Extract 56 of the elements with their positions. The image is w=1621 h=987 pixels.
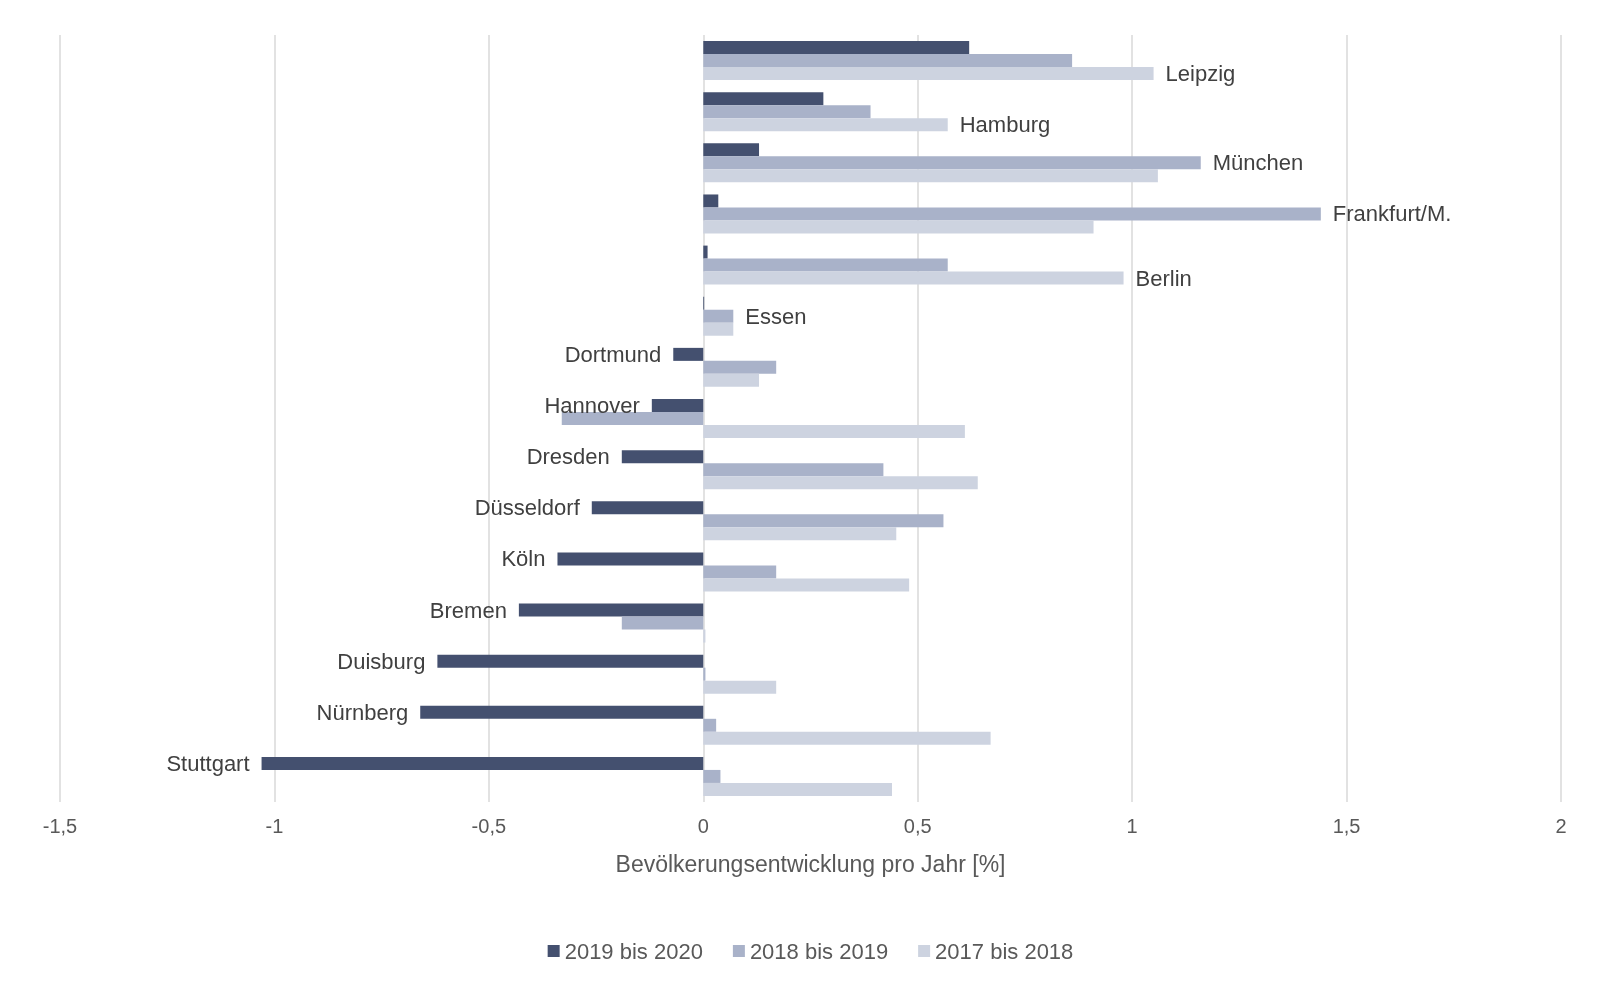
bar bbox=[621, 450, 704, 464]
bar bbox=[703, 769, 721, 783]
y-tick-label: Frankfurt/M. bbox=[1332, 201, 1452, 227]
x-tick-label: 2 bbox=[1555, 815, 1567, 837]
bar bbox=[673, 347, 704, 361]
bar bbox=[420, 705, 704, 719]
y-tick-label: Stuttgart bbox=[166, 750, 250, 776]
x-tick-label: 1,5 bbox=[1332, 815, 1361, 837]
bar bbox=[621, 616, 704, 630]
bar bbox=[703, 54, 1073, 68]
bar bbox=[651, 399, 704, 412]
bar bbox=[703, 156, 1201, 170]
x-tick-label: 0,5 bbox=[903, 815, 932, 837]
bar bbox=[703, 258, 948, 272]
x-tick-label: -1,5 bbox=[42, 815, 78, 837]
bar bbox=[703, 463, 884, 477]
x-tick-label: 1 bbox=[1126, 815, 1138, 837]
x-tick-label: -0,5 bbox=[471, 815, 507, 837]
bar bbox=[703, 143, 760, 157]
bar bbox=[557, 552, 704, 566]
bar bbox=[703, 360, 777, 374]
y-tick-label: Düsseldorf bbox=[474, 495, 581, 521]
y-tick-label: Duisburg bbox=[337, 648, 426, 674]
legend-label: 2019 bis 2020 bbox=[564, 938, 703, 964]
bar bbox=[703, 514, 944, 528]
bar bbox=[703, 41, 970, 55]
bar bbox=[703, 92, 824, 106]
y-tick-label: Hannover bbox=[544, 393, 640, 418]
x-tick-label: -1 bbox=[265, 815, 284, 837]
x-tick-label: 0 bbox=[697, 815, 709, 837]
y-tick-label: Berlin bbox=[1135, 265, 1192, 291]
bar bbox=[703, 194, 719, 208]
y-tick-label: Essen bbox=[745, 303, 807, 329]
bar bbox=[703, 565, 777, 579]
bar bbox=[703, 667, 706, 681]
bar bbox=[703, 245, 708, 259]
bar bbox=[703, 207, 1321, 221]
bar bbox=[591, 501, 704, 515]
y-tick-label: Leipzig bbox=[1165, 61, 1236, 87]
y-tick-label: Dresden bbox=[526, 444, 610, 470]
y-tick-label: Bremen bbox=[429, 597, 507, 623]
bar bbox=[437, 654, 704, 668]
x-axis-title: Bevölkerungsentwicklung pro Jahr [%] bbox=[615, 850, 1006, 877]
bar bbox=[703, 718, 717, 732]
y-tick-label: Dortmund bbox=[564, 341, 662, 367]
bar bbox=[703, 105, 871, 119]
y-tick-label: Köln bbox=[501, 546, 546, 572]
bar bbox=[518, 603, 704, 617]
bar bbox=[561, 412, 704, 425]
y-tick-label: Nürnberg bbox=[316, 699, 409, 725]
y-tick-label: Hamburg bbox=[959, 112, 1051, 138]
y-tick-label: München bbox=[1212, 150, 1304, 176]
legend-label: 2018 bis 2019 bbox=[749, 938, 889, 964]
bar bbox=[703, 309, 734, 323]
legend-label: 2017 bis 2018 bbox=[935, 938, 1074, 964]
bar bbox=[261, 756, 704, 770]
